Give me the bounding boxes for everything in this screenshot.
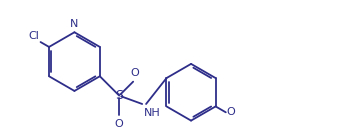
Text: O: O: [115, 119, 123, 129]
Text: Cl: Cl: [29, 31, 40, 41]
Text: N: N: [70, 19, 79, 29]
Text: S: S: [115, 89, 123, 102]
Text: NH: NH: [144, 108, 161, 118]
Text: O: O: [227, 107, 236, 117]
Text: O: O: [130, 69, 139, 78]
